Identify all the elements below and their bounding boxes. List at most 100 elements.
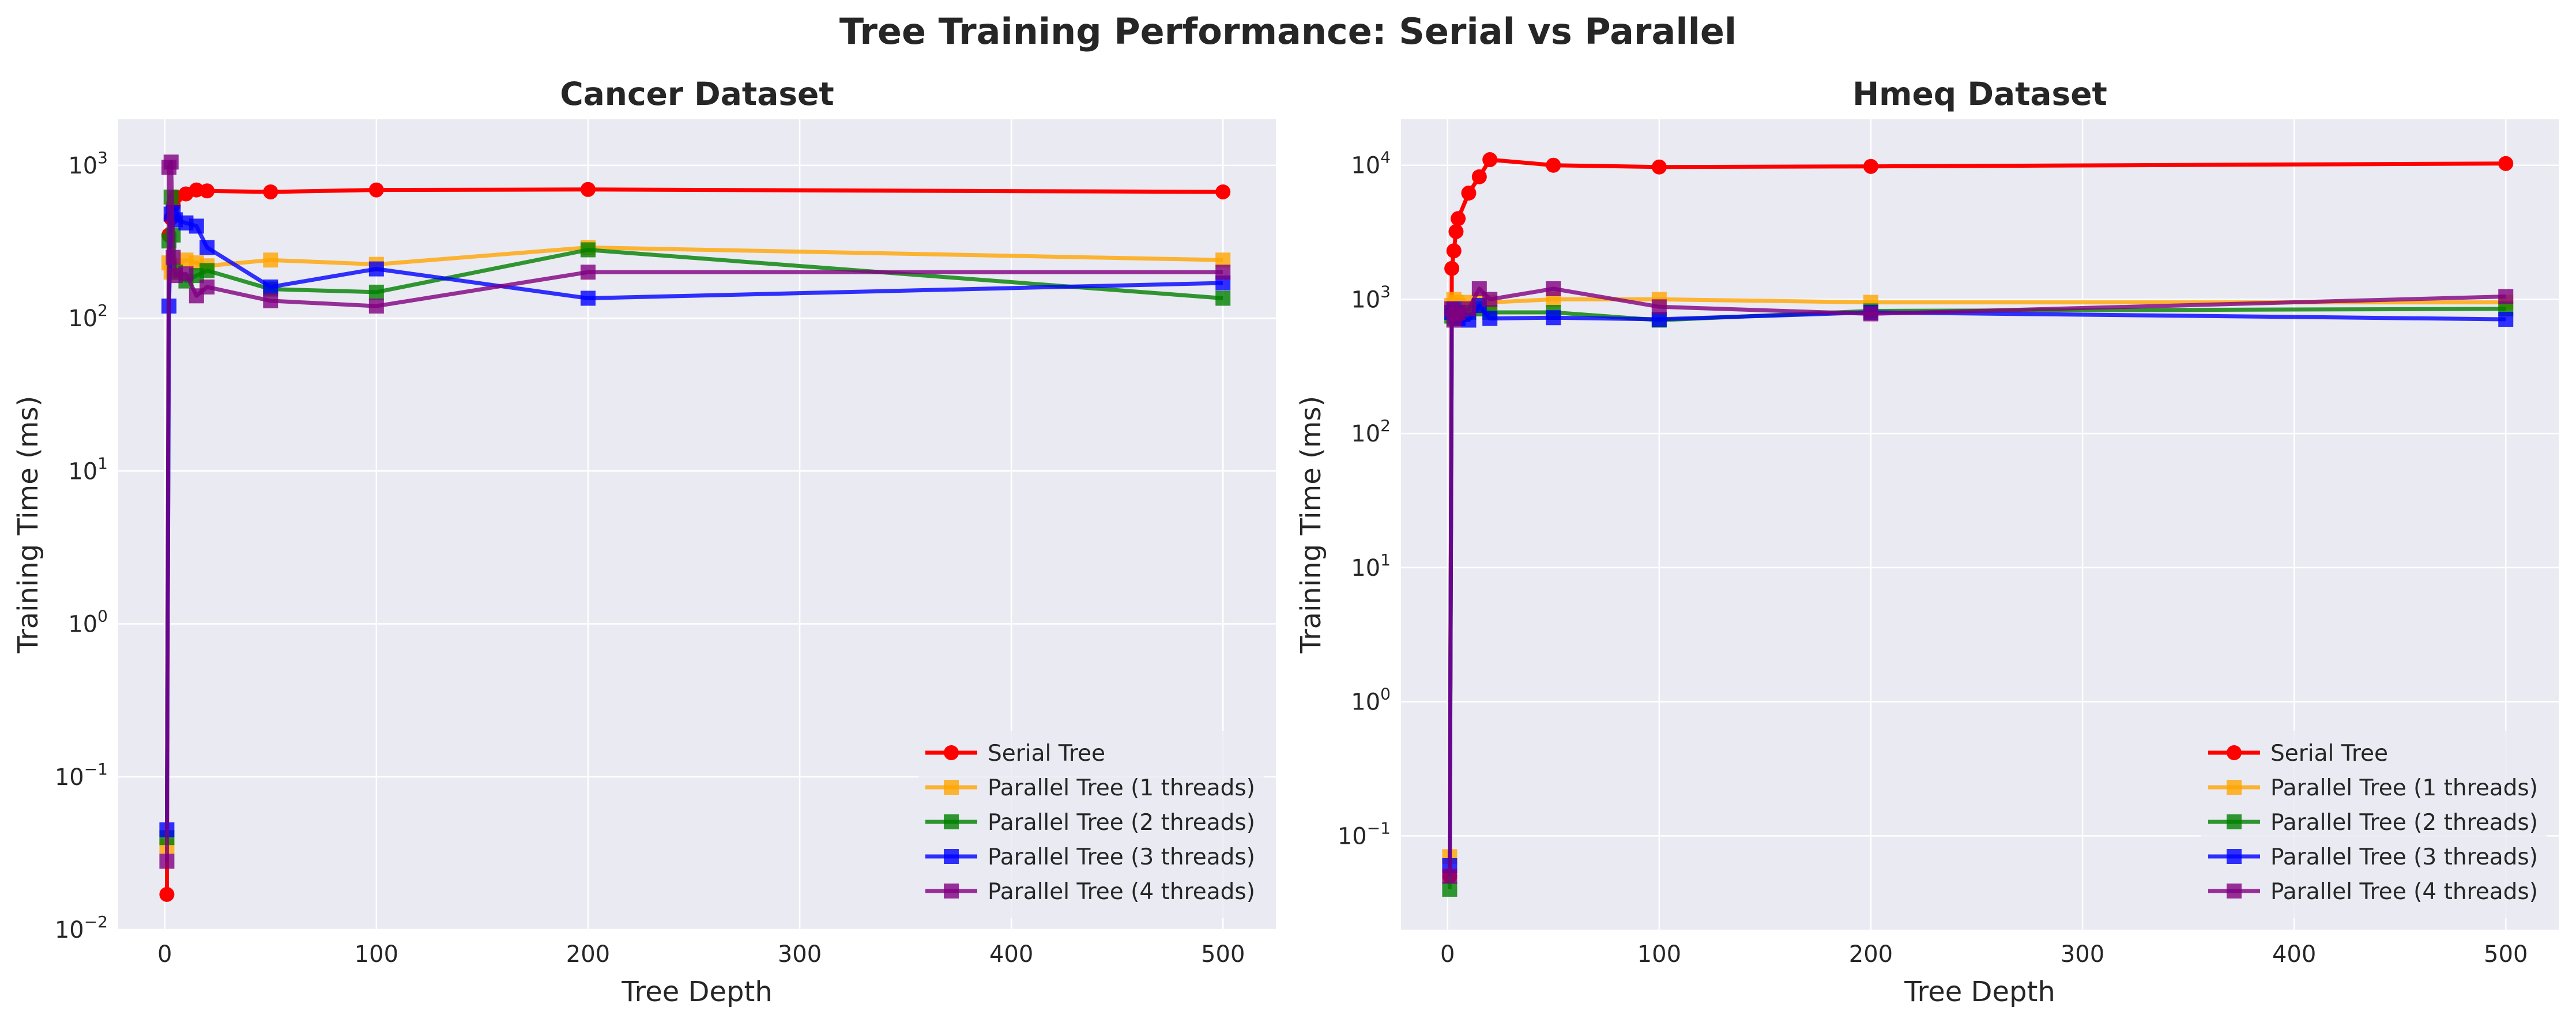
cancer-legend: Serial Tree Parallel Tree (1 threads) Para… [918,731,1264,918]
hmeq-legend-parallel-tree-4-threads-label: Parallel Tree (4 threads) [2270,879,2538,905]
cancer-parallel-tree-3-threads-point [368,261,384,277]
cancer-chart-panel: 0 100 200 300 400 500 10−2 10−1 100 101 102 103 Canc… [12,76,1276,1008]
hmeq-parallel-tree-4-threads-point [1651,299,1667,315]
cancer-parallel-tree-4-threads-point [159,854,175,869]
cancer-y-tick-label: 102 [68,301,108,332]
hmeq-serial-tree-point [1651,159,1667,175]
cancer-legend-parallel-tree-4-threads-label: Parallel Tree (4 threads) [988,879,1255,905]
cancer-x-tick-label: 0 [157,941,172,968]
cancer-x-tick-label: 100 [355,941,398,968]
hmeq-parallel-tree-3-threads-point [2498,312,2514,327]
cancer-legend-parallel-tree-3-threads-label: Parallel Tree (3 threads) [988,844,1255,870]
hmeq-serial-tree-point [2498,156,2514,171]
hmeq-series-layer [1442,152,2514,897]
cancer-legend-box [918,731,1264,918]
hmeq-chart-panel: 0 100 200 300 400 500 10−1 100 101 102 103 104 Hmeq … [1295,76,2559,1008]
hmeq-y-tick-label: 101 [1351,550,1391,582]
hmeq-legend-parallel-tree-1-threads-marker [2227,780,2242,795]
cancer-parallel-tree-2-threads-point [199,263,215,278]
cancer-parallel-tree-4-threads-point [1215,265,1231,280]
cancer-x-tick-label: 200 [566,941,610,968]
hmeq-legend-parallel-tree-2-threads-label: Parallel Tree (2 threads) [2270,810,2538,836]
cancer-parallel-tree-4-threads-point [580,265,596,280]
cancer-parallel-tree-3-threads-point [199,240,215,255]
cancer-x-axis-label: Tree Depth [621,976,772,1008]
cancer-series-layer [159,154,1231,902]
cancer-legend-serial-tree-label: Serial Tree [988,741,1105,767]
cancer-parallel-tree-2-threads-point [1215,290,1231,306]
cancer-parallel-tree-1-threads-point [263,252,278,268]
hmeq-x-tick-label: 100 [1637,941,1681,968]
cancer-parallel-tree-4-threads-point [163,154,179,170]
cancer-parallel-tree-4-threads-point [368,299,384,314]
hmeq-legend-serial-tree-label: Serial Tree [2270,741,2388,767]
hmeq-parallel-tree-4-threads-point [1461,301,1477,316]
cancer-y-tick-label: 10−1 [55,760,108,791]
hmeq-parallel-tree-3-threads-point [1546,310,1561,326]
hmeq-serial-tree-point [1461,186,1477,201]
hmeq-serial-tree-point [1546,157,1561,173]
cancer-x-tick-label: 500 [1201,941,1245,968]
cancer-parallel-tree-2-threads-point [580,242,596,258]
hmeq-serial-tree-point [1863,158,1878,174]
hmeq-serial-tree-point [1448,224,1464,239]
hmeq-parallel-tree-4-threads-point [1442,869,1458,884]
hmeq-legend-parallel-tree-3-threads-marker [2227,849,2242,864]
hmeq-legend: Serial Tree Parallel Tree (1 threads) Para… [2201,731,2547,918]
hmeq-parallel-tree-4-threads-point [1546,281,1561,296]
figure-suptitle: Tree Training Performance: Serial vs Par… [839,10,1737,52]
cancer-legend-parallel-tree-2-threads-marker [944,814,959,829]
cancer-parallel-tree-4-threads-point [199,279,215,295]
cancer-serial-tree-point [199,183,215,199]
cancer-legend-parallel-tree-1-threads-marker [944,780,959,795]
hmeq-x-tick-label: 500 [2484,941,2528,968]
hmeq-y-tick-label: 103 [1351,282,1391,313]
hmeq-parallel-tree-3-threads-point [1651,312,1667,327]
hmeq-x-tick-label: 200 [1849,941,1893,968]
hmeq-legend-parallel-tree-2-threads-marker [2227,814,2242,829]
hmeq-legend-parallel-tree-1-threads-label: Parallel Tree (1 threads) [2270,775,2538,801]
hmeq-serial-tree-point [1482,152,1498,168]
hmeq-parallel-tree-3-threads-point [1482,311,1498,326]
cancer-chart-title: Cancer Dataset [560,76,834,112]
cancer-serial-tree-point [368,182,384,198]
cancer-y-tick-label: 100 [68,607,108,638]
cancer-serial-tree-point [580,182,596,197]
cancer-y-axis-label: Training Time (ms) [12,396,44,654]
cancer-legend-parallel-tree-2-threads-label: Parallel Tree (2 threads) [988,810,1255,836]
cancer-serial-tree-point [1215,184,1231,199]
hmeq-y-tick-label: 102 [1351,416,1391,447]
cancer-legend-serial-tree-marker [944,745,959,760]
hmeq-y-tick-label: 104 [1351,148,1391,179]
hmeq-legend-box [2201,731,2547,918]
cancer-x-tick-label: 400 [989,941,1033,968]
hmeq-serial-tree-point [1451,211,1466,227]
cancer-parallel-tree-3-threads-point [189,218,204,234]
cancer-x-tick-label: 300 [778,941,822,968]
hmeq-serial-tree-point [1471,169,1487,184]
cancer-y-tick-label: 103 [68,148,108,179]
hmeq-y-tick-label: 10−1 [1338,818,1391,850]
hmeq-parallel-tree-2-threads-point [1442,881,1458,897]
cancer-parallel-tree-3-threads-point [263,279,278,295]
cancer-parallel-tree-4-threads-point [165,250,181,265]
hmeq-parallel-tree-4-threads-point [2498,289,2514,304]
hmeq-legend-parallel-tree-4-threads-marker [2227,884,2242,899]
cancer-parallel-tree-4-threads-point [178,266,194,282]
cancer-parallel-tree-2-threads-point [368,284,384,300]
cancer-legend-parallel-tree-3-threads-marker [944,849,959,864]
hmeq-x-tick-label: 300 [2061,941,2104,968]
hmeq-parallel-tree-4-threads-point [1863,306,1878,322]
hmeq-legend-serial-tree-marker [2227,745,2242,760]
cancer-y-tick-label: 101 [68,454,108,485]
cancer-legend-parallel-tree-1-threads-label: Parallel Tree (1 threads) [988,775,1255,801]
cancer-y-tick-label: 10−2 [55,912,108,943]
hmeq-y-axis-label: Training Time (ms) [1295,396,1327,654]
cancer-parallel-tree-4-threads-point [263,293,278,308]
cancer-serial-tree-point [263,184,278,199]
hmeq-y-tick-label: 100 [1351,685,1391,716]
cancer-parallel-tree-3-threads-point [580,290,596,306]
hmeq-serial-tree-point [1444,261,1460,276]
hmeq-serial-tree-point [1446,243,1462,259]
hmeq-parallel-tree-4-threads-point [1482,292,1498,307]
